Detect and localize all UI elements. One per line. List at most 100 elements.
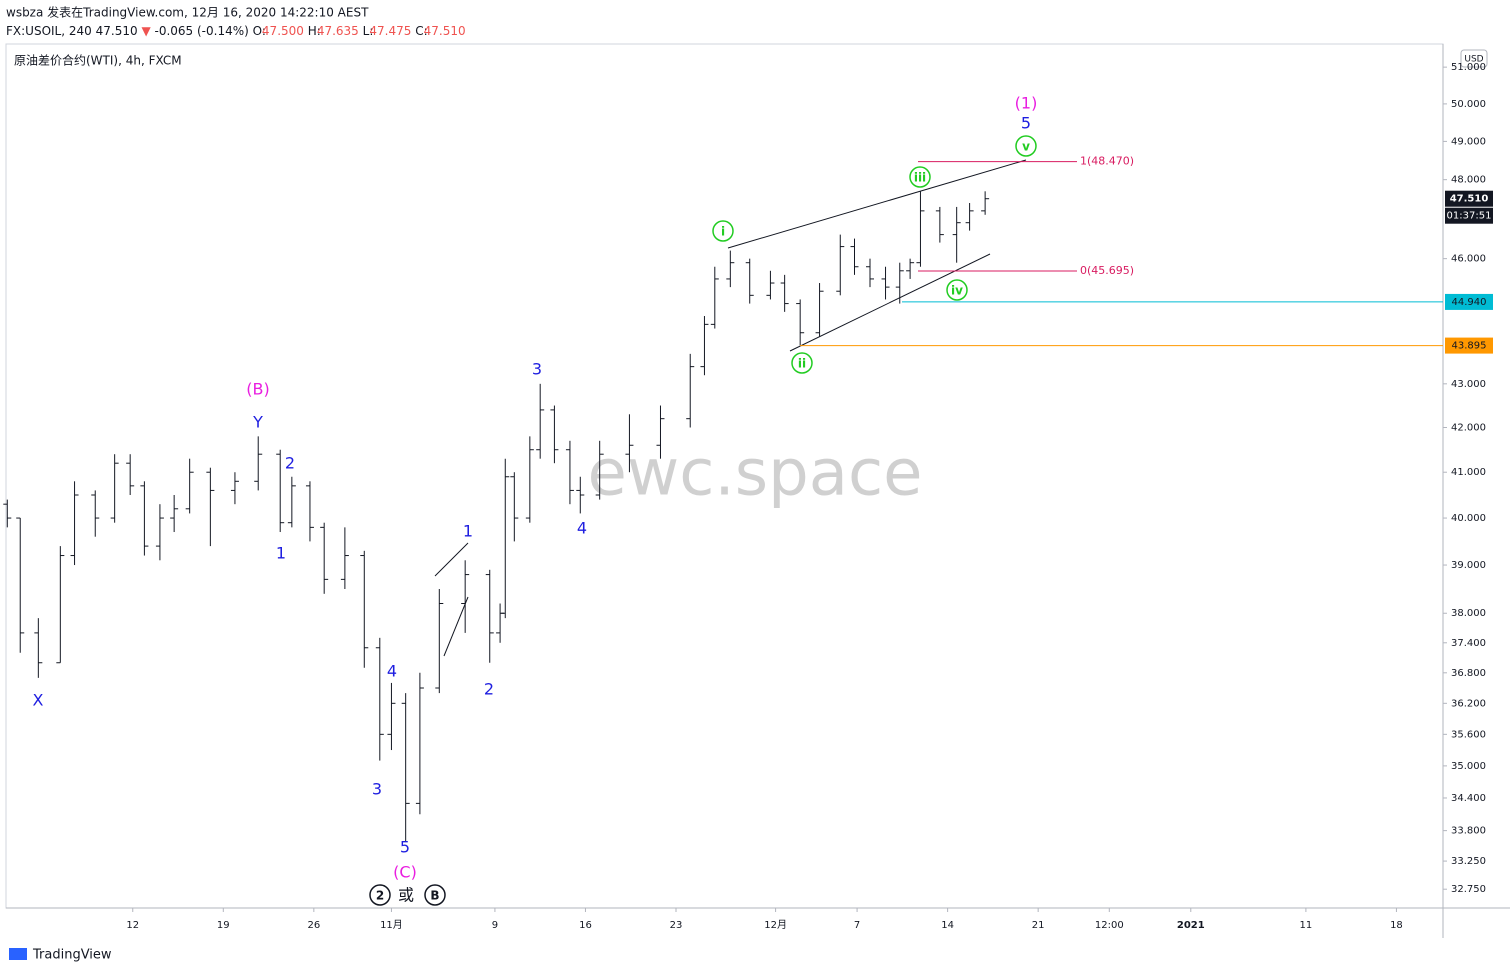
ohlc-bar: [766, 270, 775, 300]
ohlc-bar: [415, 672, 424, 815]
ohlc-bar: [895, 262, 904, 304]
wave-label: 5: [1021, 114, 1031, 133]
wave-label: i: [721, 225, 725, 239]
wave-label: 2: [484, 680, 494, 699]
ohlc-bar: [625, 414, 634, 473]
y-tick-label: 49.000: [1451, 136, 1486, 147]
y-tick-label: 37.400: [1451, 638, 1486, 649]
ohlc-bar: [866, 258, 875, 288]
wave-label: X: [33, 691, 44, 710]
brand: TradingView: [32, 948, 112, 963]
y-tick-label: 46.000: [1451, 254, 1486, 265]
y-tick-label: 38.000: [1451, 608, 1486, 619]
symbol-line: FX:USOIL, 240 47.510 ▼ -0.065 (-0.14%) O…: [6, 24, 466, 38]
x-tick-label: 12: [126, 920, 139, 931]
ohlc-bar: [126, 454, 135, 495]
high: 47.635: [317, 24, 359, 38]
countdown: 01:37:51: [1447, 211, 1492, 222]
ohlc-bar: [34, 618, 43, 678]
ohlc-bar: [276, 449, 285, 533]
ohlc-bar: [700, 316, 709, 376]
ohlc-bar: [550, 405, 559, 464]
y-tick-label: 36.800: [1451, 668, 1486, 679]
ohlc-bar: [595, 440, 604, 500]
ohlc-bar: [836, 234, 845, 296]
ohlc-bar: [656, 405, 665, 459]
y-tick-label: 42.000: [1451, 422, 1486, 433]
fib-label: 0(45.695): [1080, 264, 1134, 277]
countdown-tag: [1445, 207, 1493, 224]
x-tick-label: 18: [1390, 920, 1403, 931]
wave-circle: [909, 166, 931, 188]
y-tick-label: 40.000: [1451, 513, 1486, 524]
ohlc-bar: [140, 481, 149, 556]
y-tick-label: 48.000: [1451, 175, 1486, 186]
diagonal-lower: [443, 596, 469, 657]
y-tick-label: 36.200: [1451, 698, 1486, 709]
c-label: C:: [415, 24, 427, 38]
ohlc-bar: [965, 203, 974, 231]
wave-label: 4: [577, 519, 587, 538]
fib-label: 1(48.470): [1080, 155, 1134, 168]
wave-label: iv: [951, 284, 963, 298]
last-price-tag: [1445, 190, 1493, 207]
l-label: L:: [363, 24, 374, 38]
ohlc-bar: [91, 490, 100, 537]
y-tick-label: 41.000: [1451, 467, 1486, 478]
wave-label: 或: [398, 886, 414, 905]
ohlc-bar: [3, 499, 12, 528]
ohlc-bar: [726, 250, 735, 288]
x-tick-label: 7: [854, 920, 860, 931]
wave-label: 1: [463, 522, 473, 541]
low: 47.475: [369, 24, 411, 38]
ohlc-bar: [401, 693, 410, 842]
x-tick-label: 9: [492, 920, 498, 931]
wave-circle: [791, 352, 813, 374]
wave-label: 3: [532, 360, 542, 379]
ohlc-bar: [16, 517, 25, 653]
wave-label: (C): [393, 863, 417, 882]
x-tick-label: 23: [670, 920, 683, 931]
ohlc-bar: [360, 550, 369, 668]
wave-circle: [1015, 135, 1037, 157]
currency-box[interactable]: [1460, 49, 1488, 68]
last: 47.510: [96, 24, 138, 38]
ohlc-bar: [56, 546, 65, 664]
y-tick-label: 35.000: [1451, 761, 1486, 772]
price-tag: [1445, 337, 1493, 354]
ohlc-bar: [510, 472, 519, 542]
x-tick-label: 14: [941, 920, 954, 931]
ohlc-bar: [485, 569, 494, 663]
x-tick-label: 2021: [1177, 920, 1205, 931]
x-tick-label: 21: [1032, 920, 1045, 931]
wedge-lower: [789, 253, 991, 352]
y-tick-label: 43.000: [1451, 379, 1486, 390]
ohlc-bar: [815, 283, 824, 337]
y-tick-label: 32.750: [1451, 884, 1486, 895]
wave-label: 2: [376, 889, 384, 903]
ohlc-bar: [686, 353, 695, 428]
wave-label: 2: [285, 454, 295, 473]
tv-logo: [9, 948, 27, 960]
price-tag-label: 44.940: [1452, 297, 1487, 308]
x-tick-label: 12:00: [1095, 920, 1124, 931]
ohlc-bar: [981, 191, 990, 215]
y-tick-label: 35.600: [1451, 729, 1486, 740]
ohlc-bar: [850, 238, 859, 275]
y-tick-label: 51.000: [1451, 62, 1486, 73]
ohlc-bar: [710, 266, 719, 329]
wave-label: 3: [372, 780, 382, 799]
ohlc-bar: [110, 454, 119, 523]
last-price-label: 47.510: [1450, 194, 1489, 205]
ohlc-bar: [206, 467, 215, 547]
o-label: O:: [253, 24, 266, 38]
ohlc-bar: [745, 258, 754, 304]
wave-label: ii: [798, 357, 806, 371]
ohlc-bar: [525, 436, 534, 523]
y-tick-label: 50.000: [1451, 99, 1486, 110]
ohlc-bar: [935, 206, 944, 243]
wedge-upper: [727, 159, 1027, 249]
change: -0.065 (-0.14%): [155, 24, 249, 38]
